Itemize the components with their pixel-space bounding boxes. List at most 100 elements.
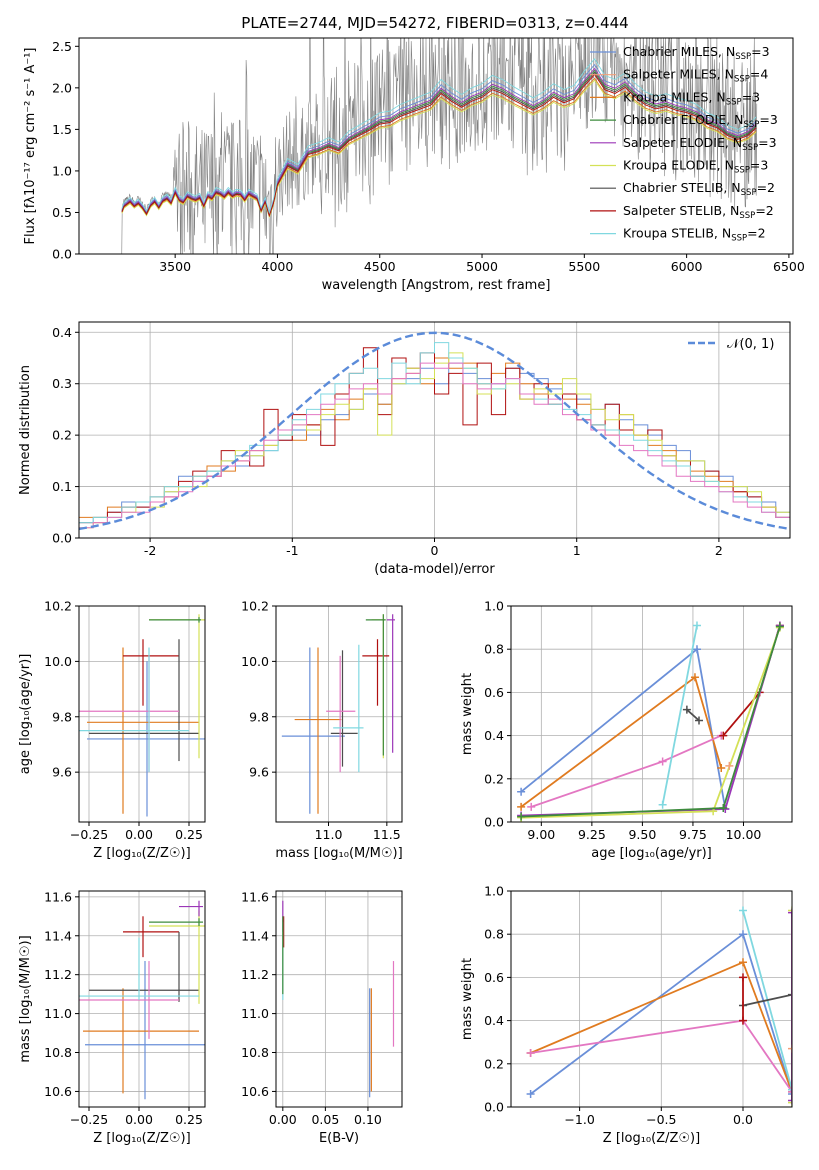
x-tick-label: −0.5 (646, 1112, 676, 1127)
legend-subscript: SSP (731, 234, 747, 244)
weight-point-marker (517, 802, 526, 811)
model-spectrum-line (121, 71, 757, 217)
y-tick-label: 11.2 (44, 967, 72, 982)
x-tick-label: 0.25 (175, 1112, 203, 1127)
weight-point-marker (719, 803, 728, 812)
y-tick-label: 9.6 (249, 765, 269, 780)
y-axis-label: mass [log₁₀(M/M☉)] (18, 935, 33, 1062)
x-tick-label: −1.0 (564, 1112, 594, 1127)
y-tick-label: 1.0 (52, 163, 72, 178)
weight-point-marker (788, 1085, 792, 1094)
age-vs-Z-panel: −0.25 0.00 0.25 9.6 9.8 10.0 10.2 Z [log₁₀(Z/Z☉… (18, 599, 206, 861)
y-tick-label: 11.6 (241, 889, 269, 904)
axes-frame (78, 605, 206, 823)
y-tick-label: 10.8 (241, 1045, 269, 1060)
y-tick-label: 1.0 (484, 599, 504, 614)
x-axis-label: wavelength [Angstrom, rest frame] (322, 278, 551, 293)
legend-suffix: =2 (757, 180, 775, 195)
weight-point-marker (738, 958, 747, 967)
weight-point-marker (692, 645, 701, 654)
weight-point-marker (788, 1096, 792, 1105)
x-tick-label: -1 (286, 543, 298, 558)
x-tick-label: 9.00 (527, 827, 555, 842)
weight-point-marker (738, 930, 747, 939)
age-vs-Z-plot-area (79, 614, 205, 817)
weight-vs-Z-panel: −1.0 −0.5 0.0 0.0 0.2 0.4 0.6 0.8 1.0 Z [log₁₀(Z/… (460, 884, 793, 1146)
y-tick-label: 1.0 (484, 884, 504, 899)
legend-suffix: =3 (759, 112, 777, 127)
model-spectrum-line (121, 58, 757, 215)
x-tick-label: 0.00 (125, 827, 153, 842)
legend-subscript: SSP (743, 120, 759, 130)
weight-point-marker (517, 787, 526, 796)
y-tick-label: 0.8 (484, 642, 504, 657)
weight-vs-age-panel: 9.00 9.25 9.50 9.75 10.00 0.0 0.2 0.4 0.6 0.8 1.0 a… (460, 599, 793, 861)
histogram-step-line (79, 352, 790, 529)
y-tick-label: 0.0 (52, 247, 72, 262)
y-tick-label: 10.6 (44, 1084, 72, 1099)
y-tick-label: 2.0 (52, 80, 72, 95)
x-axis-label: age [log₁₀(age/yr)] (591, 846, 712, 861)
y-tick-label: 10.6 (241, 1084, 269, 1099)
legend-subscript: SSP (739, 211, 755, 221)
y-tick-label: 0.0 (484, 815, 504, 830)
x-tick-label: 11.0 (315, 827, 343, 842)
y-tick-label: 0.2 (52, 428, 72, 443)
y-axis-label: mass weight (460, 673, 475, 755)
weight-point-marker (658, 800, 667, 809)
weight-point-marker (692, 621, 701, 630)
legend-suffix: =2 (747, 226, 765, 241)
legend-suffix: =3 (758, 135, 776, 150)
legend-entry: Kroupa STELIB, NSSP=2 (623, 226, 766, 244)
x-tick-label: 2 (715, 543, 723, 558)
y-tick-label: 0.0 (52, 531, 72, 546)
y-tick-label: 0.6 (484, 970, 504, 985)
mass-vs-Z-panel: −0.25 0.00 0.25 10.6 10.8 11.0 11.2 11.4 11.6 Z [… (18, 889, 206, 1146)
legend-entry: Chabrier ELODIE, NSSP=3 (623, 112, 778, 130)
y-tick-label: 11.4 (44, 928, 72, 943)
y-tick-label: 0.5 (52, 205, 72, 220)
weight-series-line (661, 625, 698, 805)
x-tick-label: 10.00 (726, 827, 762, 842)
weight-series-line (686, 709, 700, 722)
axes-frame (510, 890, 793, 1108)
legend-suffix: =4 (750, 67, 768, 82)
x-tick-label: 5000 (466, 259, 498, 274)
weight-point-marker (788, 1087, 792, 1096)
weight-series-line (742, 993, 792, 1007)
weight-point-marker (788, 1098, 792, 1107)
weight-point-marker (658, 757, 667, 766)
x-axis-label: Z [log₁₀(Z/Z☉)] (93, 1131, 190, 1146)
legend-entry: 𝒩(0, 1) (727, 337, 774, 352)
x-tick-label: 0.10 (354, 1112, 382, 1127)
legend-suffix: =2 (755, 203, 773, 218)
legend-entry: Salpeter MILES, NSSP=4 (623, 67, 768, 85)
axes-frame (275, 605, 403, 823)
weight-point-marker (690, 673, 699, 682)
x-tick-label: 11.5 (373, 827, 401, 842)
weight-point-marker (788, 1090, 792, 1099)
y-tick-label: 10.2 (44, 599, 72, 614)
mass-vs-EBV-panel: 0.00 0.05 0.10 10.6 10.8 11.0 11.2 11.4 11.6 E(B-… (241, 889, 403, 1146)
x-tick-label: 6000 (671, 259, 703, 274)
y-tick-label: 0.0 (484, 1100, 504, 1115)
weight-vs-Z-plot-area (526, 906, 792, 1107)
spectrum-legend: Chabrier MILES, NSSP=3 Salpeter MILES, NS… (590, 44, 778, 244)
legend-subscript: SSP (742, 143, 758, 153)
legend-subscript: SSP (726, 97, 742, 107)
y-axis-label: mass weight (460, 958, 475, 1040)
y-tick-label: 9.8 (52, 709, 72, 724)
mass-vs-Z-plot-area (79, 900, 205, 1100)
x-tick-label: 0.05 (311, 1112, 339, 1127)
y-tick-label: 0.3 (52, 376, 72, 391)
x-tick-label: 9.50 (628, 827, 656, 842)
axes-frame (275, 890, 403, 1108)
model-spectrum-line (121, 67, 757, 217)
y-tick-label: 10.0 (241, 654, 269, 669)
axes-frame (510, 605, 793, 823)
x-tick-label: 0.0 (733, 1112, 753, 1127)
y-tick-label: 1.5 (52, 122, 72, 137)
weight-point-marker (725, 761, 734, 770)
spectrum-panel: 3500 4000 4500 5000 5500 6000 6500 0.0 0.5 1.0 1.5… (23, 37, 805, 293)
weight-point-marker (788, 908, 792, 917)
